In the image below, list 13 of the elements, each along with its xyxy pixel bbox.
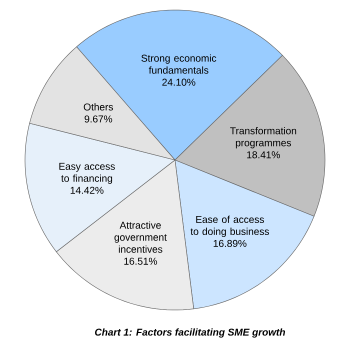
data-label: 16.51% bbox=[124, 258, 158, 265]
slice-label: Easy access to financing bbox=[59, 162, 115, 184]
data-label: 9.67% bbox=[84, 115, 112, 123]
data-label: 18.41% bbox=[247, 151, 280, 158]
data-label: 14.42% bbox=[70, 186, 104, 194]
text: Chart 1: Factors facilitating SME growth bbox=[95, 328, 286, 338]
data-label: 24.10% bbox=[162, 78, 196, 86]
data-label: 16.89% bbox=[214, 240, 246, 247]
slice-label: Attractive government incentives bbox=[114, 221, 167, 253]
slice-label: Ease of access to doing business bbox=[190, 216, 269, 237]
slice-label: Transformation programmes bbox=[230, 127, 296, 148]
slice-label: Others bbox=[84, 103, 113, 111]
slice-label: Strong economic fundamentals bbox=[141, 54, 216, 74]
